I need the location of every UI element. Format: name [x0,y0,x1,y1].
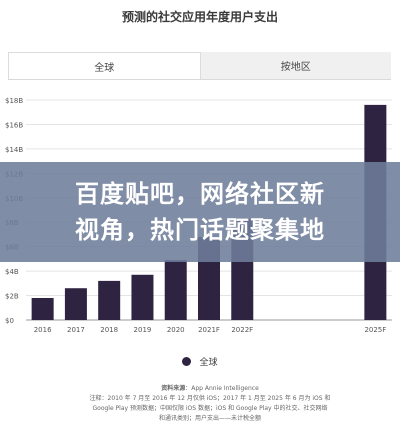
chart-legend: 全球 [0,355,400,368]
tab-bar: 全球 按地区 [8,52,391,80]
tab-by-region[interactable]: 按地区 [200,52,391,79]
y-tick-label: $0 [5,317,14,325]
bar [31,298,54,320]
chart-title: 预测的社交应用年度用户支出 [121,10,278,24]
legend-label: 全球 [199,358,218,368]
x-tick-label: 2019 [134,326,152,334]
y-tick-label: $16B [5,121,23,129]
bar [164,260,187,320]
source-name: App Annie Intelligence [191,385,259,392]
y-tick-label: $14B [5,146,23,154]
bar [98,280,121,320]
y-tick-label: $2B [5,293,19,301]
source-note-line: 和通讯类别；用户支出——未计税全额 [158,415,261,422]
headline-banner: 百度贴吧，网络社区新 视角，热门话题聚集地 [0,162,400,262]
source-note-line: Google Play 预测数据；中国仅限 iOS 数据；iOS 和 Googl… [92,405,328,412]
x-tick-label: 2016 [34,326,52,334]
legend-swatch [182,357,192,366]
x-tick-label: 2021F [198,326,220,334]
source-note-line: 注释：2010 年 7 月至 2016 年 12 月仅供 iOS；2017 年 … [89,395,331,402]
y-tick-label: $18B [5,97,23,105]
tab-global[interactable]: 全球 [8,52,201,79]
headline-line-2: 视角，热门话题聚集地 [75,216,325,244]
bar [64,288,87,320]
x-tick-label: 2022F [231,326,253,334]
source-label: 资料来源 [161,385,186,392]
y-tick-label: $4B [5,268,19,276]
source-note: 资料来源：App Annie Intelligence 注释：2010 年 7 … [60,384,360,424]
bar [131,274,154,320]
x-tick-label: 2025F [364,326,386,334]
headline-line-1: 百度贴吧，网络社区新 [75,180,325,208]
x-tick-label: 2018 [100,326,118,334]
x-tick-label: 2020 [167,326,185,334]
x-tick-label: 2017 [67,326,85,334]
